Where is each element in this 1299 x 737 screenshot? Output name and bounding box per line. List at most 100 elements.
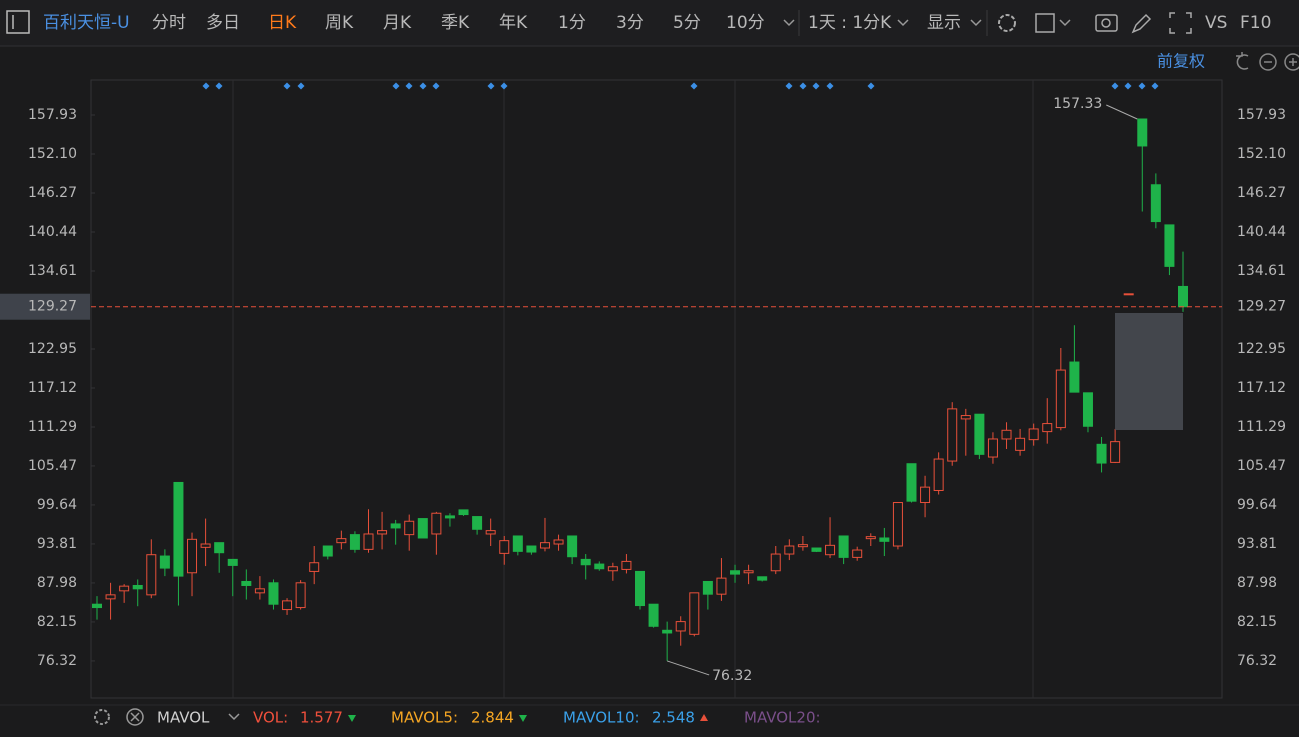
tab[interactable]: 1分 bbox=[558, 13, 586, 33]
indicator-values: VOL: 1.577 MAVOL5: 2.844 MAVOL10: 2.548 MAVOL2… bbox=[253, 709, 821, 727]
y-tick-label: 117.12 bbox=[28, 380, 77, 396]
candle-body bbox=[254, 588, 265, 594]
trend-arrow bbox=[700, 714, 708, 721]
candle-body bbox=[770, 553, 781, 572]
vertical-grid bbox=[232, 80, 1034, 698]
y-tick-label-right: 99.64 bbox=[1237, 497, 1277, 513]
candle-body bbox=[1137, 118, 1148, 147]
adjust-mode[interactable]: 前复权 bbox=[1157, 52, 1205, 71]
candle-body bbox=[1001, 429, 1012, 440]
candle-body bbox=[730, 570, 741, 575]
last-price-label: 129.27 bbox=[28, 299, 77, 315]
indicator-close[interactable] bbox=[126, 708, 144, 726]
period-select[interactable]: 1天 : 1分K bbox=[808, 13, 892, 33]
trend-arrow bbox=[348, 715, 356, 722]
fullscreen-icon[interactable] bbox=[1169, 12, 1192, 34]
chevron[interactable] bbox=[783, 19, 795, 27]
y-tick-label: 134.61 bbox=[28, 263, 77, 279]
candle-body bbox=[716, 577, 727, 595]
y-tick-label: 93.81 bbox=[37, 536, 77, 552]
y-tick-label-right: 117.12 bbox=[1237, 380, 1286, 396]
tab[interactable]: 年K bbox=[499, 13, 528, 33]
tab[interactable]: 多日 bbox=[206, 13, 240, 33]
candle-body bbox=[662, 629, 673, 634]
y-tick-label-right: 76.32 bbox=[1237, 653, 1277, 669]
y-tick-label-right: 140.44 bbox=[1237, 224, 1286, 240]
y-tick-label: 146.27 bbox=[28, 185, 77, 201]
y-tick-label-right: 82.15 bbox=[1237, 614, 1277, 630]
candle-body bbox=[200, 543, 211, 548]
candle-body bbox=[702, 580, 713, 595]
y-tick-label-right: 122.95 bbox=[1237, 341, 1286, 357]
y-tick-label-right: 152.10 bbox=[1237, 146, 1286, 162]
tab[interactable]: 日K bbox=[268, 13, 297, 33]
chevron[interactable] bbox=[970, 19, 982, 27]
candle-body bbox=[553, 539, 564, 545]
zoom-in[interactable] bbox=[1284, 53, 1299, 71]
toolbar-bg bbox=[0, 0, 1299, 46]
candle-body bbox=[607, 566, 618, 572]
chevron[interactable] bbox=[897, 19, 909, 27]
y-tick-label: 76.32 bbox=[37, 653, 77, 669]
candle-body bbox=[227, 558, 238, 566]
compare-button[interactable]: VS bbox=[1205, 13, 1227, 33]
candle-body bbox=[635, 570, 645, 607]
candle-body bbox=[797, 544, 808, 548]
indicator-value: 2.844 bbox=[471, 709, 514, 727]
chevron[interactable] bbox=[1059, 19, 1071, 27]
zoom-out[interactable] bbox=[1259, 53, 1277, 71]
candle-body bbox=[906, 463, 917, 502]
indicator-value: 1.577 bbox=[300, 709, 343, 727]
candle-body bbox=[499, 540, 510, 554]
y-tick-label: 82.15 bbox=[37, 614, 77, 630]
tab[interactable]: 周K bbox=[325, 13, 354, 33]
candle-body bbox=[920, 486, 931, 504]
candle-body bbox=[1028, 428, 1039, 441]
candle-body bbox=[1082, 392, 1093, 427]
selection-box[interactable] bbox=[1115, 313, 1183, 430]
menu-icon[interactable] bbox=[6, 10, 30, 34]
high-pointer bbox=[1106, 104, 1138, 120]
undo-icon[interactable] bbox=[1236, 52, 1249, 70]
candle-body bbox=[1110, 441, 1121, 463]
candle-body bbox=[526, 545, 537, 553]
layout-icon[interactable] bbox=[1035, 13, 1055, 33]
candle-body bbox=[987, 438, 998, 458]
indicator-value: 2.548 bbox=[652, 709, 695, 727]
candle-body bbox=[92, 603, 102, 609]
candle-body bbox=[322, 545, 333, 557]
camera-lens bbox=[1101, 18, 1111, 28]
display-menu[interactable]: 显示 bbox=[927, 13, 961, 33]
f10-button[interactable]: F10 bbox=[1240, 13, 1271, 33]
indicator-name[interactable]: MAVOL bbox=[157, 709, 210, 727]
candle-body bbox=[1164, 224, 1175, 267]
chevron[interactable] bbox=[228, 713, 240, 721]
draw-icon[interactable] bbox=[1131, 13, 1152, 34]
y-tick-label-right: 93.81 bbox=[1237, 536, 1277, 552]
candle-body bbox=[472, 516, 483, 530]
indicator-label: VOL: bbox=[253, 709, 288, 727]
camera-icon[interactable] bbox=[1095, 14, 1118, 32]
indicator-label: MAVOL5: bbox=[391, 709, 458, 727]
zoom-in-bar bbox=[1289, 58, 1297, 66]
tab[interactable]: 季K bbox=[441, 13, 470, 33]
indicator-settings[interactable] bbox=[94, 709, 110, 725]
candle-body bbox=[1096, 443, 1107, 464]
y-tick-label: 122.95 bbox=[28, 341, 77, 357]
candle-body bbox=[594, 563, 605, 570]
settings-icon[interactable] bbox=[998, 14, 1016, 32]
candle-body bbox=[173, 481, 184, 577]
candle-body bbox=[431, 512, 442, 535]
tab[interactable]: 月K bbox=[383, 13, 412, 33]
tab[interactable]: 分时 bbox=[152, 13, 186, 33]
candle-body bbox=[1055, 369, 1066, 429]
tab[interactable]: 3分 bbox=[616, 13, 644, 33]
tab[interactable]: 10分 bbox=[726, 13, 765, 33]
symbol[interactable]: 百利天恒-U bbox=[43, 13, 130, 33]
tab[interactable]: 5分 bbox=[673, 13, 701, 33]
candle-body bbox=[485, 530, 496, 535]
y-tick-label: 140.44 bbox=[28, 224, 77, 240]
candle-body bbox=[621, 560, 632, 570]
candle-body bbox=[417, 518, 428, 539]
